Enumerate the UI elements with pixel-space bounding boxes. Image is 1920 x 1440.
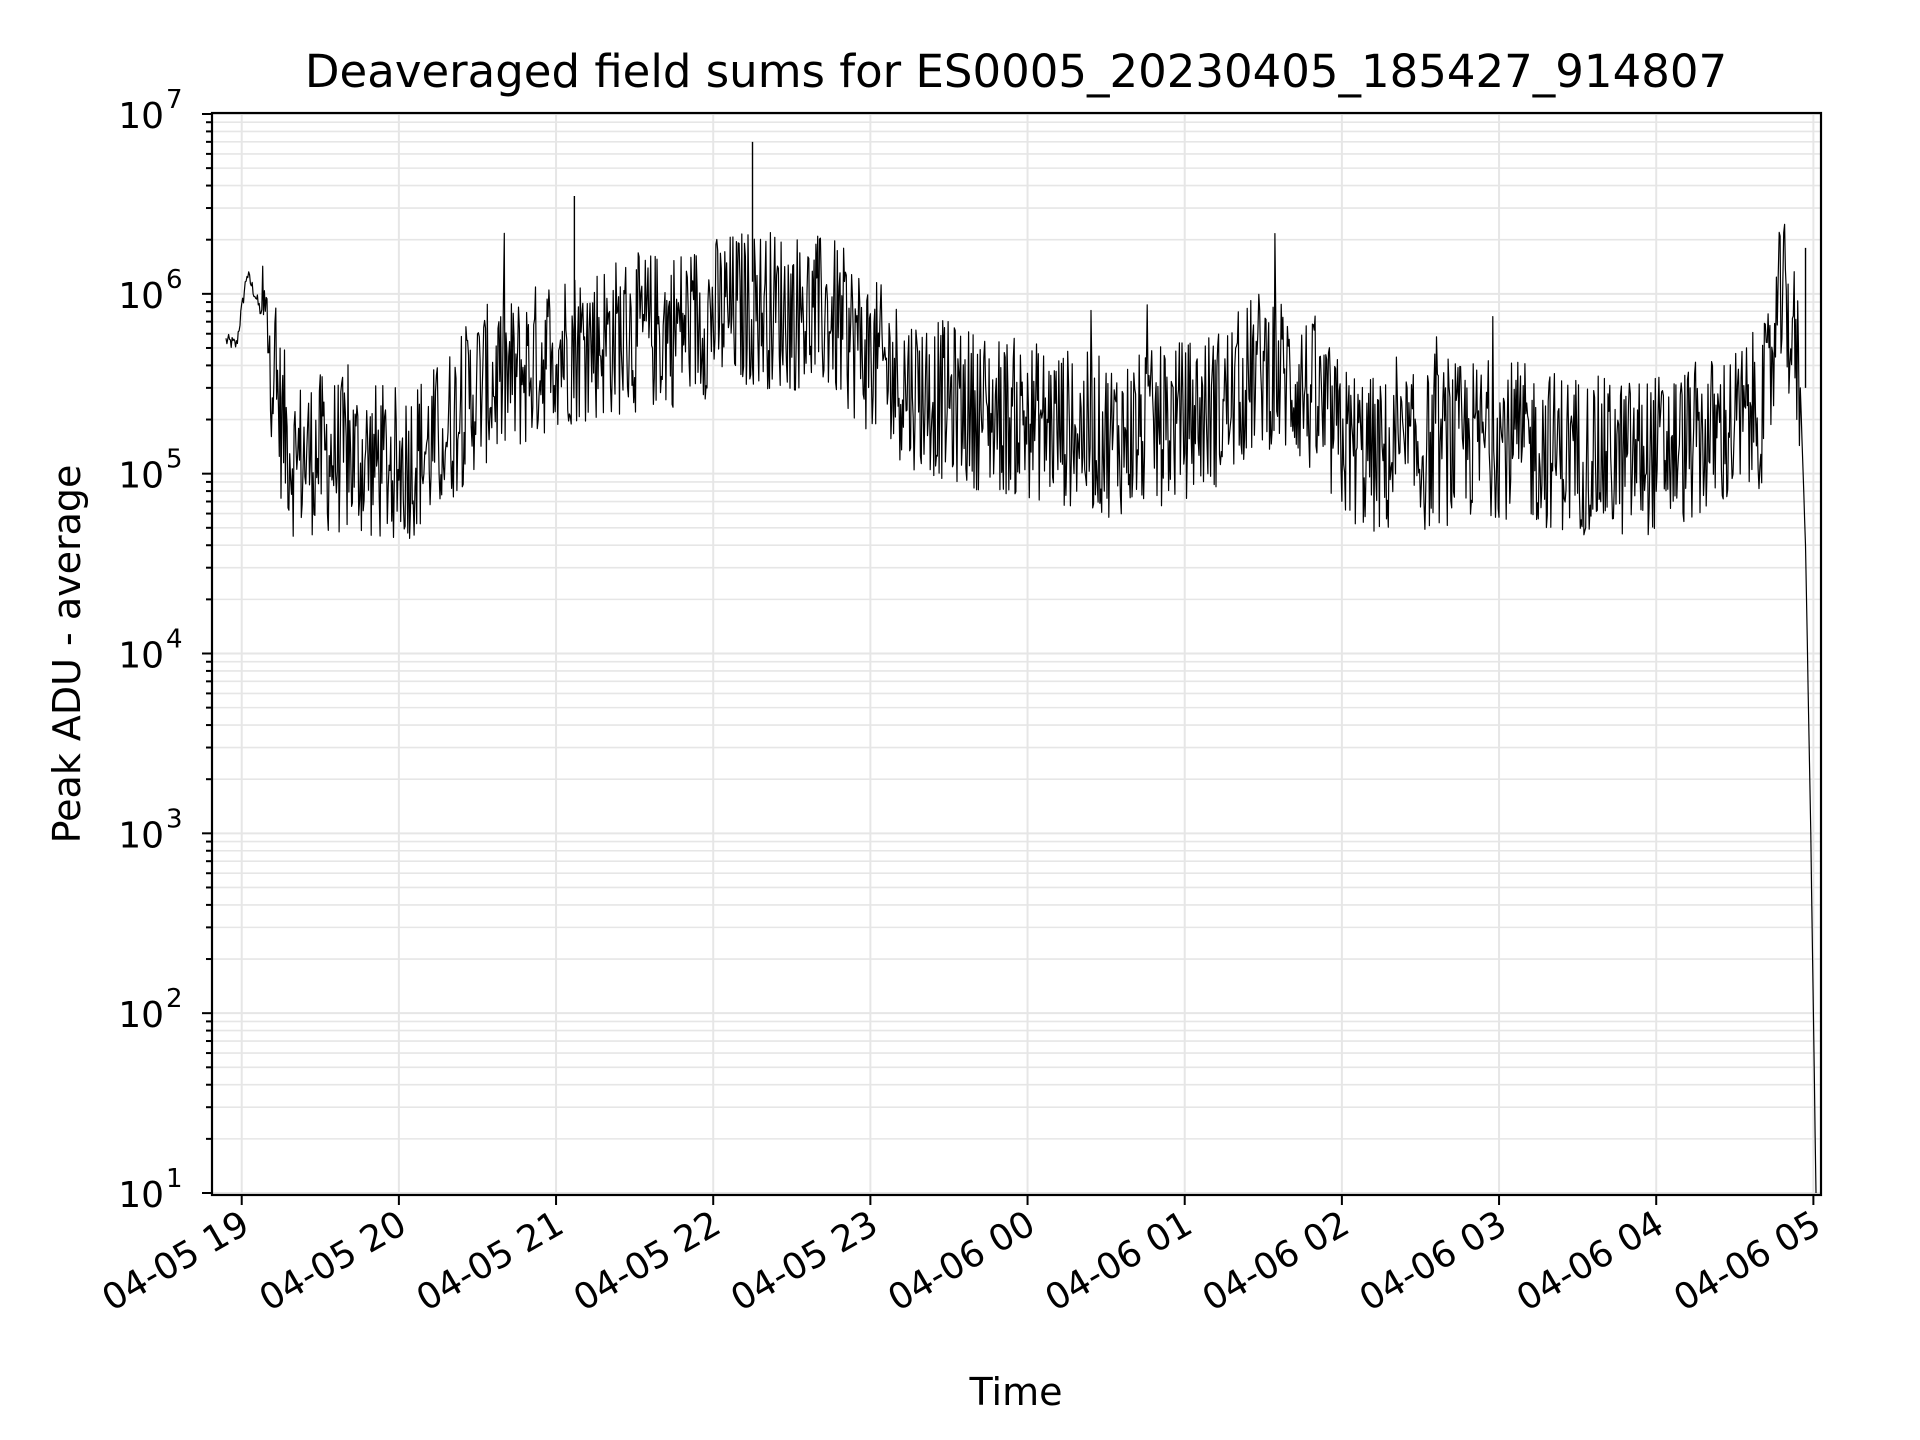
x-axis-label: Time <box>969 1370 1063 1414</box>
y-tick-label: 10 <box>118 636 164 677</box>
y-axis-label: Peak ADU - average <box>45 465 89 844</box>
chart-title: Deaveraged field sums for ES0005_2023040… <box>305 45 1727 98</box>
y-tick-exponent: 5 <box>166 445 183 475</box>
series-group <box>225 141 1817 1194</box>
series-line <box>225 223 1817 1194</box>
y-tick-exponent: 7 <box>166 85 183 115</box>
y-tick-exponent: 3 <box>166 804 183 834</box>
grid <box>212 113 1821 1195</box>
y-tick-exponent: 2 <box>166 984 183 1014</box>
y-tick-label: 10 <box>118 456 164 497</box>
y-tick-label: 10 <box>118 276 164 317</box>
y-tick-exponent: 6 <box>166 265 183 295</box>
y-tick-label: 10 <box>118 995 164 1036</box>
y-tick-label: 10 <box>118 815 164 856</box>
y-tick-label: 10 <box>118 1175 164 1216</box>
y-tick-label: 10 <box>118 96 164 137</box>
y-tick-exponent: 4 <box>166 625 183 655</box>
y-tick-exponent: 1 <box>166 1164 183 1194</box>
